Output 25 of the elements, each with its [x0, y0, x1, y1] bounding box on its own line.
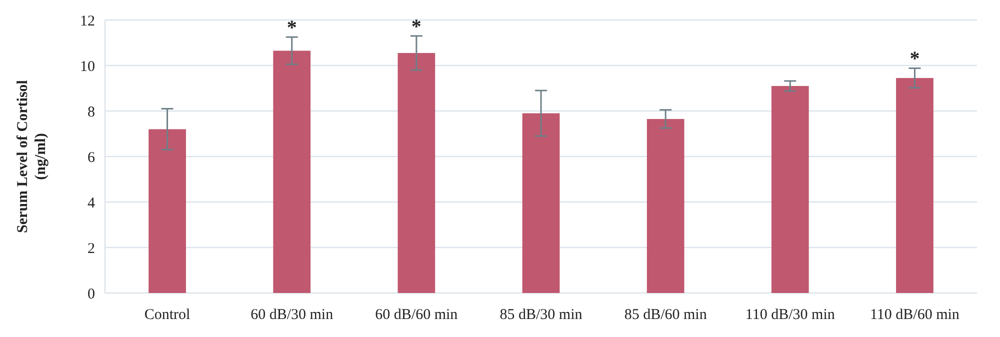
bar [398, 52, 436, 293]
y-tick-label: 8 [88, 104, 95, 120]
bar [273, 50, 311, 293]
bar [522, 113, 560, 293]
annotation: * [411, 16, 422, 38]
x-tick-label: 85 dB/30 min [500, 307, 583, 323]
y-tick-label: 2 [88, 240, 95, 257]
y-tick-label: 12 [80, 13, 95, 30]
y-tick-label: 10 [80, 58, 95, 75]
x-tick-label: 110 dB/60 min [870, 307, 960, 323]
y-tick-label: 6 [88, 150, 96, 166]
annotation: * [910, 48, 920, 70]
x-tick-label: 85 dB/60 min [624, 307, 708, 323]
bar [646, 118, 684, 293]
bar [896, 78, 934, 293]
x-tick-label: 110 dB/30 min [745, 307, 836, 323]
bar [771, 86, 809, 293]
y-tick-label: 4 [88, 195, 96, 212]
x-tick-label: Control [144, 307, 190, 323]
x-tick-label: 60 dB/30 min [250, 307, 334, 323]
y-tick-label: 0 [88, 286, 95, 302]
annotation: * [286, 17, 297, 40]
x-tick-label: 60 dB/60 min [375, 307, 458, 323]
y-axis-title: Serum Level of Cortisol (ng/ml) [15, 80, 49, 233]
bar [148, 129, 186, 293]
